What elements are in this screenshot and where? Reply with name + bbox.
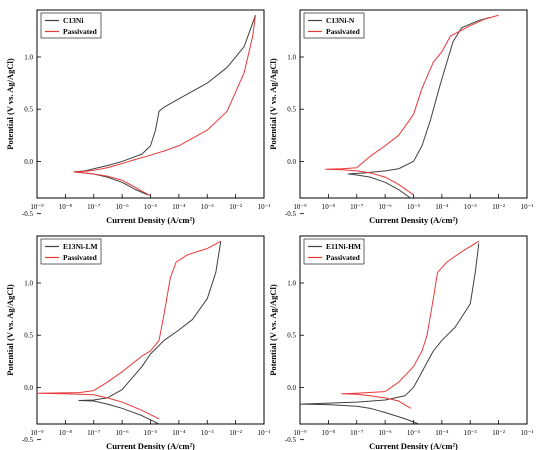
x-tick-label: 10⁻⁵ xyxy=(407,203,421,211)
panel-2: 10⁻⁹ 10⁻⁸ 10⁻⁷ 10⁻⁶ 10⁻⁵ 10⁻⁴ 10⁻³ 10⁻² 10⁻¹ -0.5… xyxy=(268,9,534,225)
series-group xyxy=(73,15,256,197)
series-line-passivated xyxy=(73,15,256,197)
y-axis-title: Potential (V vs. Ag/AgCl) xyxy=(5,284,15,376)
legend-label: Passivated xyxy=(63,27,98,36)
y-tick-label: -0.5 xyxy=(285,436,297,444)
x-tick-label: 10⁻⁹ xyxy=(293,203,307,211)
series-line-passivated xyxy=(37,240,222,420)
y-tick-label: 0.5 xyxy=(24,106,33,114)
y-tick-label: 1.0 xyxy=(287,54,296,62)
x-tick-label: 10⁻⁹ xyxy=(30,203,44,211)
x-axis-title: Current Density (A/cm²) xyxy=(106,441,195,450)
y-tick-label: -0.5 xyxy=(22,210,34,218)
legend-label: C13Ni xyxy=(63,16,83,25)
x-tick-label: 10⁻⁸ xyxy=(59,203,73,211)
y-tick-label: 0.5 xyxy=(287,332,296,340)
legend-box xyxy=(40,12,102,39)
x-tick-label: 10⁻⁵ xyxy=(144,429,158,437)
x-axis-title: Current Density (A/cm²) xyxy=(369,215,458,225)
x-tick-label: 10⁻³ xyxy=(464,429,477,437)
x-tick-label: 10⁻⁹ xyxy=(30,429,44,437)
y-tick-label: -0.5 xyxy=(22,436,34,444)
legend-label: E11Ni-HM xyxy=(326,242,361,251)
x-tick-label: 10⁻⁸ xyxy=(322,203,336,211)
x-tick-label: 10⁻⁹ xyxy=(293,429,307,437)
legend-label: E13Ni-LM xyxy=(63,242,98,251)
legend: C13Ni Passivated xyxy=(40,12,102,39)
x-tick-label: 10⁻⁶ xyxy=(379,203,393,211)
y-axis-title: Potential (V vs. Ag/AgCl) xyxy=(268,284,278,376)
x-tick-label: 10⁻³ xyxy=(201,429,214,437)
x-tick-label: 10⁻⁷ xyxy=(350,203,364,211)
x-tick-label: 10⁻¹ xyxy=(521,429,534,437)
legend: E13Ni-LM Passivated xyxy=(40,238,102,265)
series-group xyxy=(37,240,222,424)
y-axis-title: Potential (V vs. Ag/AgCl) xyxy=(268,58,278,150)
y-tick-label: 1.0 xyxy=(24,54,33,62)
x-tick-label: 10⁻⁸ xyxy=(59,429,73,437)
x-tick-label: 10⁻⁷ xyxy=(87,429,101,437)
x-tick-label: 10⁻¹ xyxy=(258,203,271,211)
series-line-sample xyxy=(78,241,222,424)
y-tick-label: 1.0 xyxy=(287,280,296,288)
series-line-sample xyxy=(73,15,256,196)
x-tick-label: 10⁻⁶ xyxy=(379,429,393,437)
x-tick-label: 10⁻⁴ xyxy=(172,429,186,437)
x-tick-label: 10⁻⁷ xyxy=(350,429,364,437)
x-tick-label: 10⁻⁶ xyxy=(116,429,130,437)
x-tick-label: 10⁻² xyxy=(492,203,505,211)
y-tick-label: 0.0 xyxy=(287,384,296,392)
x-tick-label: 10⁻⁴ xyxy=(435,203,449,211)
series-line-sample xyxy=(300,243,480,424)
y-tick-label: 0.0 xyxy=(24,158,33,166)
legend-label: Passivated xyxy=(326,27,361,36)
legend-label: C13Ni-N xyxy=(326,16,355,25)
x-tick-label: 10⁻⁸ xyxy=(322,429,336,437)
x-axis-title: Current Density (A/cm²) xyxy=(369,441,458,450)
y-tick-label: 0.0 xyxy=(287,158,296,166)
x-tick-label: 10⁻² xyxy=(492,429,505,437)
legend-label: Passivated xyxy=(63,253,98,262)
legend: E11Ni-HM Passivated xyxy=(303,238,365,265)
legend: C13Ni-N Passivated xyxy=(303,12,365,39)
series-group xyxy=(300,240,480,424)
x-tick-label: 10⁻¹ xyxy=(258,429,271,437)
legend-box xyxy=(303,12,365,39)
series-group xyxy=(325,14,499,198)
series-line-sample xyxy=(347,16,491,198)
y-tick-label: -0.5 xyxy=(285,210,297,218)
x-tick-label: 10⁻¹ xyxy=(521,203,534,211)
y-axis-title: Potential (V vs. Ag/AgCl) xyxy=(5,58,15,150)
legend-box xyxy=(40,238,102,265)
x-tick-label: 10⁻³ xyxy=(201,203,214,211)
series-line-passivated xyxy=(341,240,480,409)
y-tick-label: 0.5 xyxy=(287,106,296,114)
panel-3: 10⁻⁹ 10⁻⁸ 10⁻⁷ 10⁻⁶ 10⁻⁵ 10⁻⁴ 10⁻³ 10⁻² 10⁻¹ -0.5… xyxy=(5,235,271,450)
legend-box xyxy=(303,238,365,265)
panel-4: 10⁻⁹ 10⁻⁸ 10⁻⁷ 10⁻⁶ 10⁻⁵ 10⁻⁴ 10⁻³ 10⁻² 10⁻¹ -0.5… xyxy=(268,235,534,450)
x-tick-label: 10⁻² xyxy=(229,203,242,211)
x-tick-label: 10⁻⁶ xyxy=(116,203,130,211)
panel-1: 10⁻⁹ 10⁻⁸ 10⁻⁷ 10⁻⁶ 10⁻⁵ 10⁻⁴ 10⁻³ 10⁻² 10⁻¹ -0.5… xyxy=(5,9,271,225)
x-tick-label: 10⁻⁴ xyxy=(172,203,186,211)
x-tick-label: 10⁻⁵ xyxy=(407,429,421,437)
x-tick-label: 10⁻⁷ xyxy=(87,203,101,211)
y-tick-label: 1.0 xyxy=(24,280,33,288)
x-tick-label: 10⁻² xyxy=(229,429,242,437)
x-tick-label: 10⁻⁵ xyxy=(144,203,158,211)
y-tick-label: 0.0 xyxy=(24,384,33,392)
y-tick-label: 0.5 xyxy=(24,332,33,340)
x-tick-label: 10⁻³ xyxy=(464,203,477,211)
series-line-passivated xyxy=(325,14,499,196)
x-tick-label: 10⁻⁴ xyxy=(435,429,449,437)
legend-label: Passivated xyxy=(326,253,361,262)
x-axis-title: Current Density (A/cm²) xyxy=(106,215,195,225)
